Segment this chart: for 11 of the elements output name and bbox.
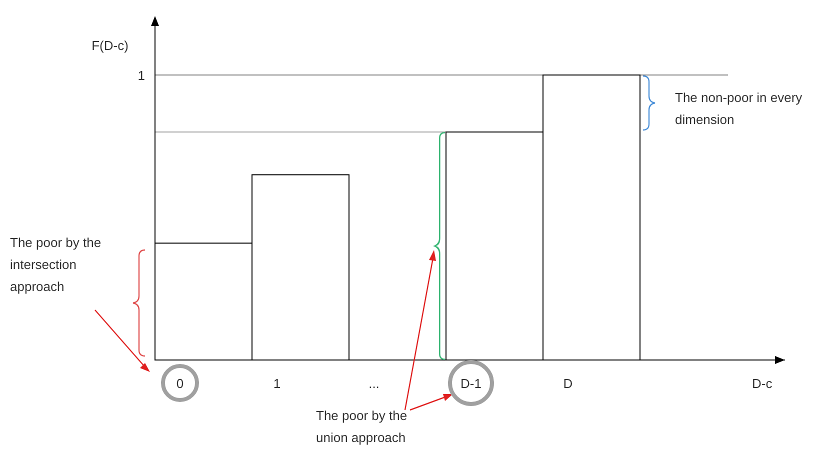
x-tick-label: D	[563, 376, 573, 391]
text: D-c	[752, 376, 773, 391]
text: The poor by the intersection approach	[10, 235, 102, 294]
y-axis-title: F(D-c)	[92, 38, 128, 53]
text: The non-poor in every dimension	[675, 90, 803, 127]
x-tick-label: 1	[273, 376, 281, 391]
x-tick-label: D-1	[460, 376, 482, 391]
ref-line-label: 1	[138, 68, 145, 83]
x-tick-label: 0	[176, 376, 184, 391]
x-tick-label: ...	[368, 376, 380, 391]
text: The poor by the union approach	[316, 408, 408, 445]
